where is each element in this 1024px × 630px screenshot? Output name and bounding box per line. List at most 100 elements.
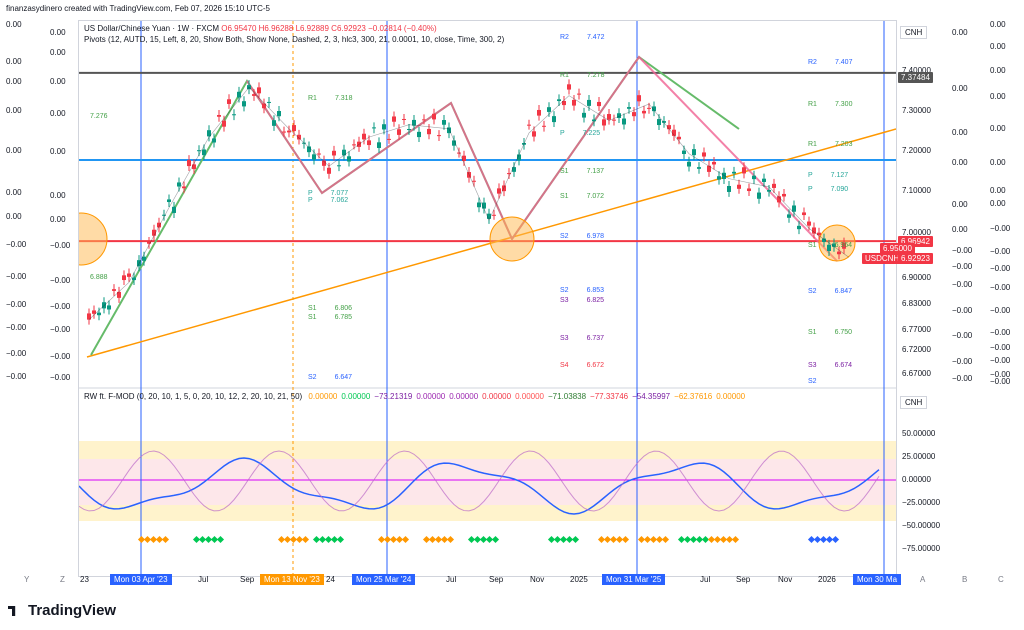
- tradingview-logo-icon: [8, 606, 16, 617]
- osc-band-mid: [79, 459, 896, 505]
- oscillator-legend[interactable]: RW ft. F-MOD (0, 20, 10, 1, 5, 0, 20, 10…: [84, 392, 745, 401]
- oscillator-marker: [277, 535, 286, 544]
- right-scale-label: −0.00: [990, 224, 1011, 233]
- time-axis-label[interactable]: Sep: [736, 575, 751, 584]
- currency-label-osc[interactable]: CNH: [900, 396, 928, 409]
- candle-body: [227, 99, 231, 104]
- oscillator-marker: [312, 535, 321, 544]
- oscillator-marker: [565, 535, 574, 544]
- candle-body: [692, 149, 696, 156]
- candle-body: [357, 141, 361, 147]
- time-axis-label[interactable]: 2026: [818, 575, 836, 584]
- chart-frame[interactable]: [78, 20, 897, 577]
- time-axis-selected[interactable]: Mon 03 Apr '23: [110, 574, 172, 585]
- time-axis-label[interactable]: Sep: [240, 575, 255, 584]
- pivots-indicator-legend[interactable]: Pivots (12, AUTD, 15, Left, 8, 20, Show …: [84, 35, 505, 44]
- oscillator-line: [79, 457, 880, 515]
- oscillator-marker: [689, 535, 698, 544]
- candle-body: [342, 149, 346, 156]
- pivot-label: 6.888: [90, 274, 108, 281]
- time-axis-label[interactable]: 24: [326, 575, 335, 584]
- left-scale-label: −0.00: [6, 349, 27, 358]
- left-scale-label: 0.00: [6, 106, 22, 115]
- candle-body: [452, 140, 456, 146]
- time-axis-selected[interactable]: Mon 31 Mar '25: [602, 574, 666, 585]
- oscillator-marker: [161, 535, 170, 544]
- pivot-label-value: 6.672: [586, 362, 605, 369]
- candle-body: [182, 186, 186, 189]
- candle-body: [407, 129, 411, 131]
- candle-body: [237, 91, 241, 98]
- bottom-letter: Y: [24, 575, 30, 584]
- left-scale2-label: 0.00: [50, 28, 66, 37]
- pivot-label-value: 7.407: [834, 59, 853, 66]
- candle-body: [117, 291, 121, 298]
- candle-body: [282, 131, 286, 133]
- time-axis-label[interactable]: Nov: [778, 575, 793, 584]
- tradingview-logo: TradingView: [8, 602, 116, 619]
- candle-body: [707, 165, 711, 172]
- time-axis-selected[interactable]: Mon 13 Nov '23: [260, 574, 324, 585]
- candle-body: [327, 167, 331, 174]
- oscillator-value: 0.00000: [308, 392, 338, 401]
- left-scale2-label: 0.00: [50, 191, 66, 200]
- main-chart-svg[interactable]: [79, 21, 896, 576]
- oscillator-value: 0.00000: [416, 392, 446, 401]
- oscillator-marker: [597, 535, 606, 544]
- pivot-label: S1 6.806: [308, 305, 352, 312]
- time-axis-label[interactable]: Jul: [446, 575, 457, 584]
- candle-body: [797, 225, 801, 230]
- candle-body: [577, 93, 581, 95]
- time-axis-label[interactable]: Jul: [198, 575, 209, 584]
- pivot-label-type: S2: [808, 288, 817, 295]
- oscillator-marker: [701, 535, 710, 544]
- time-axis-label[interactable]: 23: [80, 575, 89, 584]
- candle-body: [352, 144, 356, 146]
- right-scale-label: 0.00: [990, 92, 1006, 101]
- time-axis-label[interactable]: Nov: [530, 575, 545, 584]
- time-axis-selected[interactable]: Mon 30 Ma: [853, 574, 902, 585]
- pivot-label-type: P: [808, 186, 813, 193]
- time-axis-label[interactable]: 2025: [570, 575, 588, 584]
- candle-body: [302, 142, 306, 144]
- candle-body: [437, 135, 441, 137]
- right-scale-label: 0.00: [990, 199, 1006, 208]
- candle-body: [307, 146, 311, 153]
- candle-body: [197, 150, 201, 152]
- oscillator-marker: [813, 535, 822, 544]
- pivot-label-type: P: [560, 130, 565, 137]
- candle-body: [662, 121, 666, 123]
- bottom-letter: Z: [60, 575, 65, 584]
- candle-body: [552, 116, 556, 123]
- pivot-label-value: 6.853: [586, 287, 605, 294]
- oscillator-marker: [571, 535, 580, 544]
- candle-body: [652, 106, 656, 112]
- candle-body: [747, 188, 751, 192]
- candle-body: [807, 221, 811, 226]
- oscillator-axis-label: −50.00000: [902, 521, 941, 530]
- zigzag-down: [246, 55, 838, 262]
- pivot-label: S3 6.674: [808, 362, 852, 369]
- time-axis-label[interactable]: Sep: [489, 575, 504, 584]
- candle-body: [317, 153, 321, 155]
- left-scale2-label: 0.00: [50, 215, 66, 224]
- candle-body: [512, 167, 516, 172]
- time-axis-selected[interactable]: Mon 25 Mar '24: [352, 574, 416, 585]
- candle-body: [102, 302, 106, 309]
- oscillator-value: 0.00000: [482, 392, 512, 401]
- candle-body: [232, 114, 236, 116]
- candle-body: [827, 244, 831, 252]
- candle-body: [727, 185, 731, 192]
- oscillator-value: −71.03838: [548, 392, 587, 401]
- time-axis-label[interactable]: Jul: [700, 575, 711, 584]
- oscillator-marker: [553, 535, 562, 544]
- oscillator-marker: [603, 535, 612, 544]
- right-scale-label: −0.00: [990, 370, 1011, 379]
- pivot-label-value: 7.276: [90, 113, 108, 120]
- oscillator-value: −54.35997: [632, 392, 671, 401]
- currency-label-top[interactable]: CNH: [900, 26, 928, 39]
- oscillator-marker: [479, 535, 488, 544]
- candle-body: [607, 114, 611, 120]
- price-axis-label: 7.10000: [902, 186, 931, 195]
- candle-body: [432, 113, 436, 120]
